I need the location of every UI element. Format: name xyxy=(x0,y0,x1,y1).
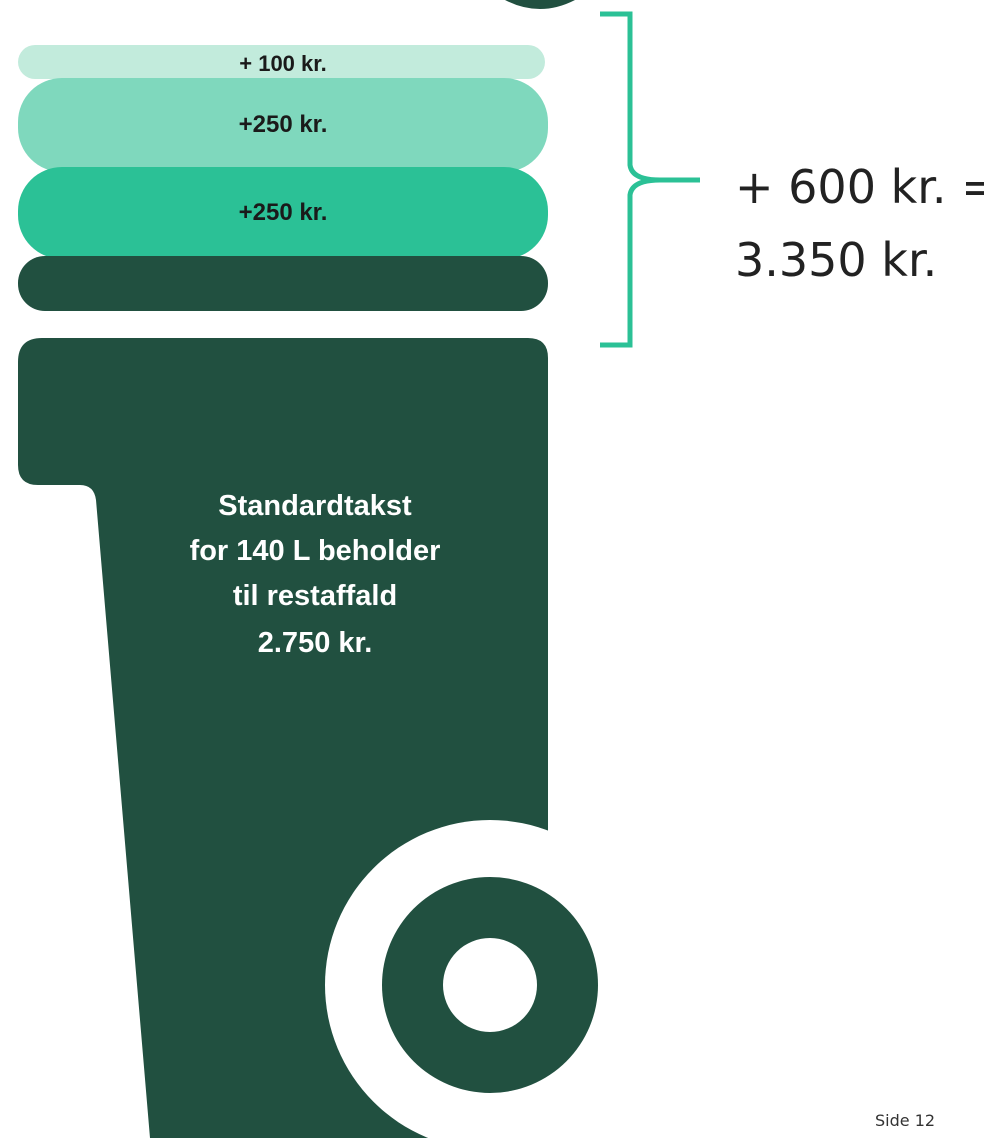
bin-text: Standardtakst xyxy=(218,490,412,522)
infographic: + 100 kr. +250 kr. +250 kr. Standardtaks… xyxy=(0,0,984,1138)
layer-label: +250 kr. xyxy=(239,199,328,226)
layer-label: + 100 kr. xyxy=(239,51,326,76)
bin-text: for 140 L beholder xyxy=(190,535,441,567)
bin-text: til restaffald xyxy=(233,580,397,612)
page-number: Side 12 xyxy=(875,1111,935,1130)
cropped-heading xyxy=(505,0,575,9)
lid xyxy=(18,256,548,311)
wheel-hub xyxy=(443,938,537,1032)
page: + 100 kr. +250 kr. +250 kr. Standardtaks… xyxy=(0,0,984,1138)
layer-label: +250 kr. xyxy=(239,111,328,138)
bin-price: 2.750 kr. xyxy=(258,627,373,659)
bracket xyxy=(600,14,700,345)
total-text: 3.350 kr. xyxy=(735,233,937,287)
total-text: + 600 kr. = xyxy=(735,160,984,214)
